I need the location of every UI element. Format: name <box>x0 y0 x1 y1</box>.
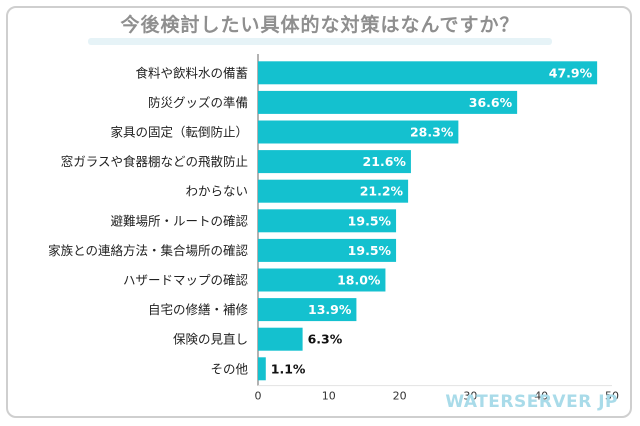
bar <box>258 327 303 351</box>
brand-logo: WATERSERVER JP <box>445 392 618 412</box>
category-label: 家具の固定（転倒防止） <box>110 125 248 140</box>
bar <box>258 120 459 144</box>
category-label: 避難場所・ルートの確認 <box>110 213 248 228</box>
chart-title: 今後検討したい具体的な対策はなんですか？ <box>120 14 520 36</box>
value-label: 6.3% <box>308 332 343 347</box>
category-label: 食料や飲料水の備蓄 <box>135 65 248 80</box>
bar <box>258 268 386 292</box>
bar <box>258 90 518 114</box>
bar <box>258 298 357 322</box>
value-label: 13.9% <box>308 302 352 317</box>
x-tick-label: 50 <box>605 390 619 403</box>
value-label: 28.3% <box>410 125 454 140</box>
bar <box>258 61 598 85</box>
x-tick-label: 20 <box>393 390 407 403</box>
x-tick-label: 40 <box>534 390 548 403</box>
category-label: 保険の見直し <box>173 332 248 347</box>
value-label: 19.5% <box>348 213 392 228</box>
category-label: わからない <box>185 184 248 199</box>
value-label: 21.6% <box>363 154 407 169</box>
x-tick-label: 10 <box>322 390 336 403</box>
x-tick-label: 30 <box>463 390 477 403</box>
value-label: 47.9% <box>549 65 593 80</box>
value-label: 1.1% <box>271 361 306 376</box>
category-label: ハザードマップの確認 <box>123 273 249 288</box>
bar <box>258 179 409 203</box>
title-underline <box>88 38 552 45</box>
category-label: 防災グッズの準備 <box>148 95 248 110</box>
value-label: 19.5% <box>348 243 392 258</box>
bar <box>258 357 266 381</box>
category-label: 自宅の修繕・補修 <box>148 302 249 317</box>
x-tick-label: 0 <box>255 390 262 403</box>
bar <box>258 209 397 233</box>
bar <box>258 150 411 174</box>
value-label: 21.2% <box>360 184 404 199</box>
category-label: 窓ガラスや食器棚などの飛散防止 <box>61 154 248 169</box>
value-label: 36.6% <box>469 95 513 110</box>
category-label: 家族との連絡方法・集合場所の確認 <box>48 243 248 258</box>
bar <box>258 238 397 262</box>
category-label: その他 <box>210 361 248 376</box>
value-label: 18.0% <box>337 273 381 288</box>
